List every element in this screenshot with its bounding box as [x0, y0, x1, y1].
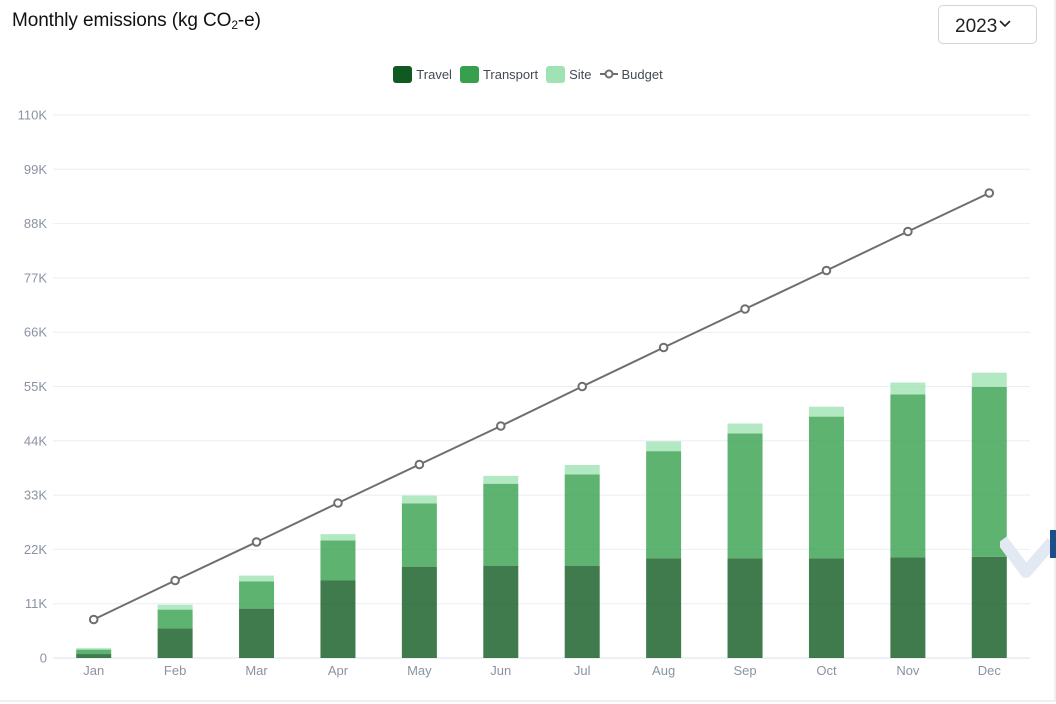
bar-site-may[interactable] [401, 495, 437, 504]
bar-transport-jul[interactable] [564, 474, 600, 566]
bar-travel-nov[interactable] [890, 557, 926, 658]
x-tick-label: Mar [245, 663, 268, 678]
bar-transport-nov[interactable] [890, 394, 926, 558]
x-tick-label: Aug [652, 663, 675, 678]
y-tick-label: 22K [24, 542, 47, 557]
bar-travel-jan[interactable] [76, 654, 112, 658]
chart-title-tail: -e) [237, 10, 261, 31]
bar-travel-aug[interactable] [646, 558, 682, 658]
bar-travel-jun[interactable] [483, 565, 519, 658]
budget-point-sep[interactable] [740, 304, 750, 314]
year-select[interactable]: 2023 [938, 5, 1037, 44]
bar-transport-sep[interactable] [727, 433, 763, 559]
bar-site-oct[interactable] [808, 406, 844, 417]
legend-swatch-travel [393, 65, 413, 83]
chart-title: Monthly emissions (kg CO2-e) [12, 10, 261, 32]
budget-point-nov[interactable] [903, 226, 913, 237]
budget-point-apr[interactable] [333, 498, 343, 508]
y-tick-label: 99K [24, 162, 47, 177]
y-tick-label: 11K [25, 596, 47, 611]
bar-site-jul[interactable] [564, 464, 600, 475]
bar-travel-mar[interactable] [239, 608, 275, 658]
legend-item-transport[interactable]: Transport [459, 65, 539, 83]
bar-site-nov[interactable] [890, 382, 926, 395]
x-tick-label: May [407, 663, 432, 678]
bar-site-feb[interactable] [157, 604, 193, 610]
budget-line [93, 192, 990, 621]
x-tick-label: Oct [816, 663, 837, 678]
x-tick-label: Jan [83, 663, 104, 678]
bar-transport-apr[interactable] [320, 540, 356, 581]
budget-point-dec[interactable] [984, 188, 995, 198]
bar-transport-jun[interactable] [483, 483, 519, 566]
y-tick-label: 88K [24, 216, 47, 231]
legend-item-site[interactable]: Site [546, 65, 592, 83]
x-tick-label: Dec [978, 663, 1002, 678]
chart-legend: Travel Transport Site Budget [0, 64, 1056, 84]
bar-travel-jul[interactable] [564, 565, 600, 658]
decorative-chevron-icon [1000, 530, 1056, 578]
y-tick-label: 110K [18, 108, 48, 123]
bar-transport-aug[interactable] [646, 451, 682, 559]
legend-swatch-site [546, 65, 566, 83]
bar-travel-dec[interactable] [971, 556, 1007, 658]
y-tick-label: 55K [24, 379, 47, 394]
bar-transport-oct[interactable] [808, 416, 844, 559]
bar-travel-feb[interactable] [157, 628, 193, 658]
legend-item-travel[interactable]: Travel [393, 65, 452, 83]
x-tick-label: Sep [733, 663, 756, 678]
bar-travel-oct[interactable] [808, 558, 844, 658]
legend-label-site: Site [569, 66, 592, 82]
bar-transport-dec[interactable] [971, 386, 1007, 557]
bar-travel-may[interactable] [401, 566, 437, 658]
legend-label-transport: Transport [482, 66, 539, 82]
bar-transport-mar[interactable] [239, 581, 275, 609]
y-tick-label: 77K [24, 270, 47, 285]
chart-title-subscript: 2 [231, 18, 238, 32]
y-tick-label: 66K [24, 325, 47, 340]
budget-point-jan[interactable] [88, 614, 99, 625]
chevron-down-icon [999, 20, 1011, 27]
legend-line-budget-icon [599, 69, 618, 79]
budget-point-feb[interactable] [170, 575, 180, 586]
budget-point-mar[interactable] [251, 537, 262, 547]
bar-site-jun[interactable] [483, 475, 519, 484]
chart-title-main: Monthly emissions (kg CO [12, 10, 232, 31]
x-tick-label: Nov [896, 663, 920, 678]
bar-site-mar[interactable] [239, 575, 275, 582]
year-select-value: 2023 [955, 16, 998, 37]
x-tick-label: Jun [490, 663, 511, 678]
legend-swatch-transport [459, 65, 479, 83]
bar-transport-feb[interactable] [157, 609, 193, 629]
y-tick-label: 33K [24, 488, 47, 503]
budget-point-may[interactable] [414, 459, 425, 470]
budget-point-jun[interactable] [495, 421, 506, 431]
bar-site-jan[interactable] [76, 648, 112, 650]
legend-label-travel: Travel [416, 66, 452, 82]
bar-travel-sep[interactable] [727, 558, 763, 658]
y-tick-label: 0 [40, 651, 47, 666]
bar-site-apr[interactable] [320, 534, 356, 541]
legend-item-budget[interactable]: Budget [599, 66, 663, 82]
bar-transport-may[interactable] [401, 503, 437, 567]
bar-travel-apr[interactable] [320, 580, 356, 658]
budget-point-jul[interactable] [577, 381, 588, 392]
legend-label-budget: Budget [621, 66, 663, 82]
y-tick-label: 44K [24, 433, 47, 448]
bar-site-aug[interactable] [646, 441, 682, 452]
bar-site-dec[interactable] [971, 372, 1007, 387]
x-tick-label: Jul [574, 663, 591, 678]
bar-transport-jan[interactable] [76, 649, 112, 655]
bar-site-sep[interactable] [727, 423, 763, 434]
budget-point-oct[interactable] [821, 265, 832, 276]
x-tick-label: Feb [164, 663, 186, 678]
budget-point-aug[interactable] [658, 342, 669, 353]
x-tick-label: Apr [328, 663, 349, 678]
